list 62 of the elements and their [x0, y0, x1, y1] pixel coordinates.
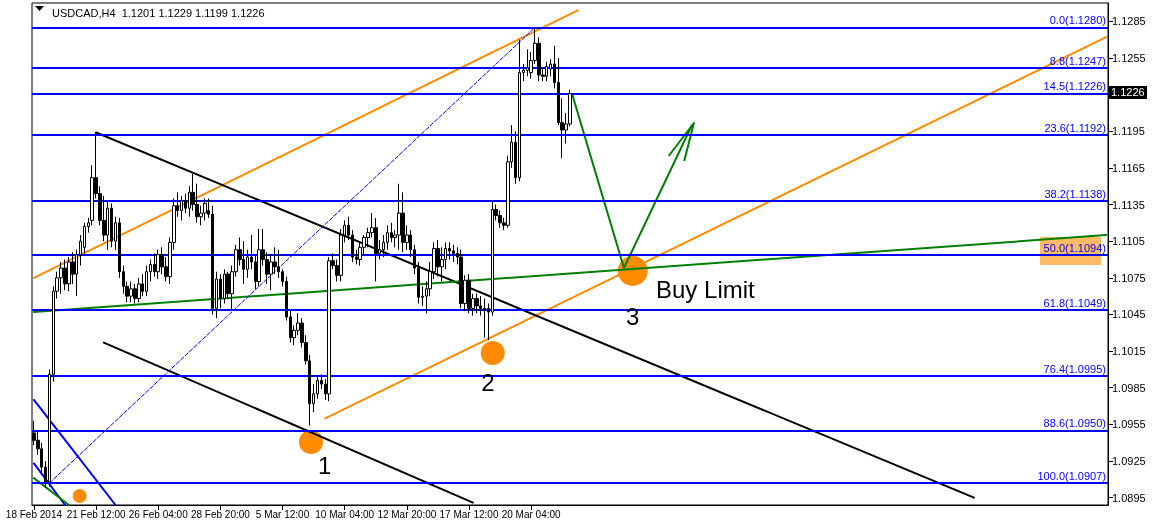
candlestick [467, 273, 471, 314]
y-tick-label: 1.1075 [1112, 271, 1146, 284]
candlestick [156, 249, 160, 280]
y-tick-label: 1.1285 [1112, 15, 1146, 28]
candlestick [63, 259, 67, 291]
y-tick-label: 1.1255 [1112, 51, 1146, 64]
x-tick-label: 21 Feb 12:00 [66, 508, 126, 520]
candlestick [483, 298, 486, 339]
x-tick-label: 10 Mar 04:00 [315, 508, 375, 520]
x-tick-label: 26 Feb 04:00 [128, 508, 189, 520]
y-tick-label: 1.0955 [1112, 418, 1146, 431]
candlestick [526, 48, 529, 77]
candlestick [452, 244, 455, 263]
candlestick [153, 252, 156, 278]
x-tick-label: 28 Feb 20:00 [190, 508, 251, 520]
candlestick [397, 183, 401, 251]
ref-line-label: 23.6(1.1192) [1044, 121, 1106, 134]
ref-line-label: 76.4(1.0995) [1043, 362, 1106, 375]
ref-line-label: 61.8(1.1049) [1043, 296, 1106, 309]
y-tick-label: 1.0925 [1112, 455, 1146, 468]
y-tick-label: 1.1165 [1112, 161, 1145, 174]
annotation: 1 [317, 452, 332, 479]
y-tick-label: 1.1135 [1112, 198, 1145, 211]
ref-line-label: 100.0(1.0907) [1037, 470, 1106, 482]
x-tick-label: 20 Mar 04:00 [501, 508, 562, 520]
y-tick-label: 1.0985 [1112, 381, 1146, 394]
candlestick [518, 39, 521, 182]
candlestick [374, 217, 378, 282]
candlestick [180, 195, 183, 221]
annotation: 1.1226 [1109, 86, 1147, 100]
candlestick [59, 261, 63, 295]
chart-title: USDCAD,H4 1.1201 1.1229 1.1199 1.1226 [52, 6, 265, 19]
y-tick-label: 1.1015 [1112, 345, 1146, 358]
y-tick-label: 1.1045 [1112, 308, 1146, 321]
candlestick [223, 268, 226, 304]
candlestick [67, 256, 71, 292]
candlestick [137, 277, 141, 303]
candlestick [327, 256, 331, 402]
ref-line-label: 88.6(1.0950) [1043, 417, 1106, 430]
candlestick [475, 293, 479, 314]
annotation: Buy Limit [656, 276, 755, 303]
candlestick [203, 197, 207, 221]
candlestick [257, 228, 261, 287]
annotation: 3 [626, 303, 640, 330]
y-tick-label: 1.0895 [1112, 491, 1146, 504]
ref-line-label: 38.2(1.1138) [1044, 187, 1106, 200]
y-tick-label: 1.1195 [1112, 125, 1145, 138]
x-tick-label: 17 Mar 12:00 [439, 508, 499, 520]
candlestick [129, 280, 133, 303]
candlestick [459, 249, 463, 309]
x-tick-label: 18 Feb 2014 [5, 508, 63, 520]
ref-line-label: 14.5(1.1226) [1043, 80, 1106, 93]
y-tick-label: 1.1105 [1112, 235, 1145, 248]
annotation: 2 [481, 369, 495, 396]
x-tick-label: 5 Mar 12:00 [255, 508, 310, 520]
x-tick-label: 12 Mar 20:00 [377, 508, 437, 520]
candlestick [242, 240, 245, 285]
candlestick [545, 61, 548, 82]
candlestick [106, 200, 109, 251]
candlestick [436, 239, 440, 278]
ref-line-label: 0.0(1.1280) [1049, 14, 1106, 27]
candlestick [110, 202, 113, 248]
